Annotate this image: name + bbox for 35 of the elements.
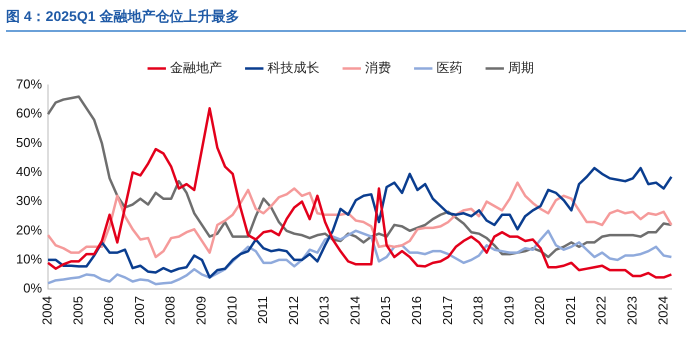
x-tick-label: 2010 (224, 296, 240, 325)
legend-label: 科技成长 (267, 60, 320, 76)
x-tick-label: 2024 (655, 296, 670, 325)
legend-label: 消费 (364, 60, 391, 76)
x-tick-label: 2013 (316, 296, 332, 325)
x-tick-label: 2015 (378, 296, 394, 325)
legend-label: 金融地产 (170, 60, 222, 76)
y-tick-label: 10% (16, 252, 42, 267)
y-tick-label: 60% (16, 106, 42, 121)
x-tick-label: 2012 (286, 296, 301, 325)
y-tick-label: 50% (16, 134, 42, 150)
legend-label: 周期 (508, 60, 534, 76)
x-tick-label: 2008 (162, 296, 178, 325)
y-tick-label: 0% (23, 280, 42, 296)
x-tick-label: 2004 (40, 296, 55, 325)
y-tick-label: 70% (16, 76, 42, 92)
y-tick-label: 40% (16, 164, 42, 180)
legend-label: 医药 (436, 60, 462, 76)
x-tick-label: 2016 (409, 296, 424, 325)
x-tick-label: 2023 (624, 296, 640, 325)
x-tick-label: 2009 (194, 296, 209, 325)
chart-title: 图 4：2025Q1 金融地产仓位上升最多 (6, 8, 686, 32)
x-tick-label: 2019 (501, 296, 516, 325)
x-tick-label: 2006 (101, 296, 116, 325)
x-tick-label: 2007 (132, 296, 147, 325)
x-tick-label: 2017 (440, 296, 455, 325)
x-tick-label: 2021 (562, 296, 578, 325)
x-tick-label: 2005 (70, 296, 86, 325)
y-tick-label: 20% (16, 222, 42, 238)
x-tick-label: 2018 (470, 296, 486, 325)
y-tick-label: 30% (16, 193, 42, 208)
x-tick-label: 2020 (532, 296, 548, 325)
x-tick-label: 2014 (347, 296, 362, 325)
x-tick-label: 2011 (255, 296, 270, 324)
x-tick-label: 2022 (594, 296, 609, 325)
